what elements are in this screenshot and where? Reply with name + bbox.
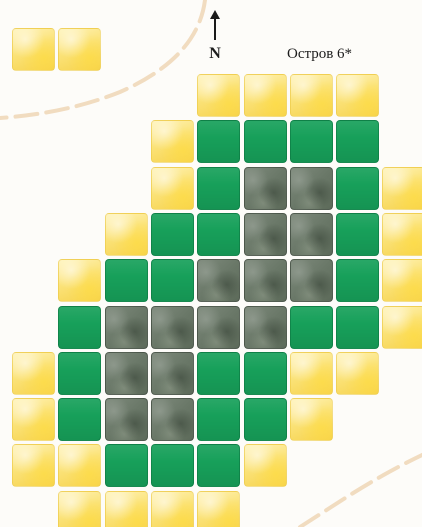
forest-tile (58, 306, 101, 349)
sand-tile (290, 352, 333, 395)
sand-tile (151, 491, 194, 527)
sand-tile (197, 74, 240, 117)
rock-tile (151, 352, 194, 395)
forest-tile (336, 167, 379, 210)
sand-tile (58, 444, 101, 487)
sand-tile (382, 213, 422, 256)
rock-tile (151, 398, 194, 441)
rock-tile (151, 306, 194, 349)
sand-tile (336, 74, 379, 117)
rock-tile (197, 259, 240, 302)
forest-tile (151, 259, 194, 302)
forest-tile (151, 213, 194, 256)
sand-tile (58, 259, 101, 302)
route-line-lower (298, 453, 422, 527)
forest-tile (197, 352, 240, 395)
forest-tile (336, 306, 379, 349)
rock-tile (244, 213, 287, 256)
forest-tile (244, 120, 287, 163)
rock-tile (197, 306, 240, 349)
north-label: N (209, 45, 221, 62)
forest-tile (58, 352, 101, 395)
rock-tile (105, 306, 148, 349)
sand-tile (58, 491, 101, 527)
sand-tile (382, 306, 422, 349)
sand-tile (105, 213, 148, 256)
forest-tile (197, 213, 240, 256)
rock-tile (290, 167, 333, 210)
sand-tile (58, 28, 101, 71)
forest-tile (290, 120, 333, 163)
forest-tile (290, 306, 333, 349)
sand-tile (336, 352, 379, 395)
sand-tile (151, 120, 194, 163)
sand-tile (151, 167, 194, 210)
forest-tile (197, 444, 240, 487)
sand-tile (290, 398, 333, 441)
forest-tile (336, 120, 379, 163)
sand-tile (290, 74, 333, 117)
sand-tile (197, 491, 240, 527)
north-arrow-icon (210, 10, 220, 40)
sand-tile (105, 491, 148, 527)
sand-tile (382, 167, 422, 210)
route-line-upper (0, 0, 207, 120)
sand-tile (12, 28, 55, 71)
forest-tile (197, 398, 240, 441)
forest-tile (336, 213, 379, 256)
rock-tile (105, 352, 148, 395)
forest-tile (244, 352, 287, 395)
rock-tile (290, 213, 333, 256)
forest-tile (197, 120, 240, 163)
rock-tile (290, 259, 333, 302)
rock-tile (244, 306, 287, 349)
forest-tile (336, 259, 379, 302)
forest-tile (58, 398, 101, 441)
sand-tile (244, 74, 287, 117)
forest-tile (197, 167, 240, 210)
rock-tile (244, 167, 287, 210)
sand-tile (12, 398, 55, 441)
sand-tile (244, 444, 287, 487)
sand-tile (12, 352, 55, 395)
forest-tile (244, 398, 287, 441)
forest-tile (105, 444, 148, 487)
forest-tile (105, 259, 148, 302)
rock-tile (105, 398, 148, 441)
rock-tile (244, 259, 287, 302)
sand-tile (382, 259, 422, 302)
island-label: Остров 6* (287, 46, 353, 62)
sand-tile (12, 444, 55, 487)
forest-tile (151, 444, 194, 487)
